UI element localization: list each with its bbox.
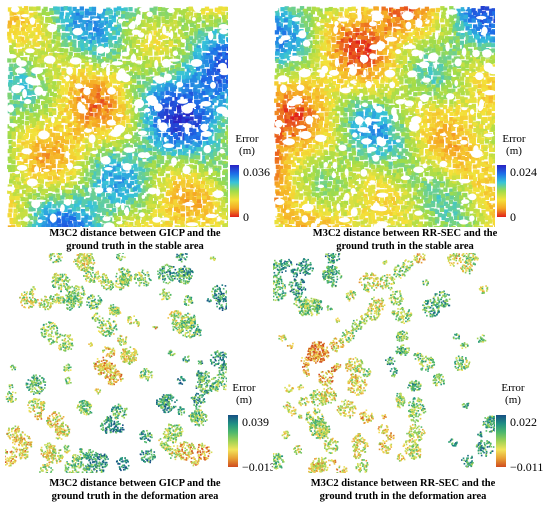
caption-rrsec-stable: M3C2 distance between RR-SEC and the gro… [270,227,540,253]
caption-line1: M3C2 distance between RR-SEC and the [310,478,496,489]
caption-line2: ground truth in the deformation area [319,491,487,502]
colorbar-title-line2: (m) [506,145,522,157]
caption-line2: ground truth in the stable area [336,241,474,252]
point-cloud-gicp-stable [7,6,228,227]
colorbar-title-rrsec-deformation: Error (m) [494,382,532,406]
caption-gicp-stable: M3C2 distance between GICP and the groun… [0,227,270,253]
colorbar-title-line1: Error [502,133,526,145]
colorbar-title-line1: Error [235,133,259,145]
colorbar-rrsec-stable [497,165,506,217]
colorbar-gicp-stable [230,165,239,217]
colorbar-title-line2: (m) [236,394,252,406]
colorbar-title-gicp-stable: Error (m) [228,133,266,157]
caption-line2: ground truth in the deformation area [51,491,219,502]
point-cloud-gicp-deformation [5,253,227,473]
colorbar-max-rrsec-stable: 0.024 [510,165,537,179]
colorbar-title-gicp-deformation: Error (m) [225,382,263,406]
error-map-gicp-deformation [5,253,227,473]
caption-line1: M3C2 distance between GICP and the [49,478,221,489]
error-map-rrsec-deformation [273,253,495,473]
caption-line1: M3C2 distance between GICP and the [49,228,221,239]
caption-line2: ground truth in the stable area [66,241,204,252]
colorbar-rrsec-deformation [496,415,506,467]
error-map-gicp-stable [7,6,228,227]
colorbar-max-rrsec-deformation: 0.022 [510,415,537,429]
point-cloud-rrsec-stable [274,6,495,227]
colorbar-max-gicp-stable: 0.036 [243,165,270,179]
caption-gicp-deformation: M3C2 distance between GICP and the groun… [0,477,270,503]
colorbar-min-gicp-deformation: −0.013 [242,460,276,474]
colorbar-title-line2: (m) [239,145,255,157]
colorbar-gicp-deformation [228,415,238,467]
colorbar-min-gicp-stable: 0 [243,210,249,224]
point-cloud-rrsec-deformation [273,253,495,473]
colorbar-title-rrsec-stable: Error (m) [495,133,533,157]
colorbar-max-gicp-deformation: 0.039 [242,415,269,429]
colorbar-title-line1: Error [501,382,525,394]
caption-rrsec-deformation: M3C2 distance between RR-SEC and the gro… [268,477,538,503]
error-map-rrsec-stable [274,6,495,227]
caption-line1: M3C2 distance between RR-SEC and the [312,228,498,239]
colorbar-min-rrsec-deformation: −0.011 [510,460,544,474]
colorbar-title-line2: (m) [505,394,521,406]
colorbar-title-line1: Error [232,382,256,394]
colorbar-min-rrsec-stable: 0 [510,210,516,224]
